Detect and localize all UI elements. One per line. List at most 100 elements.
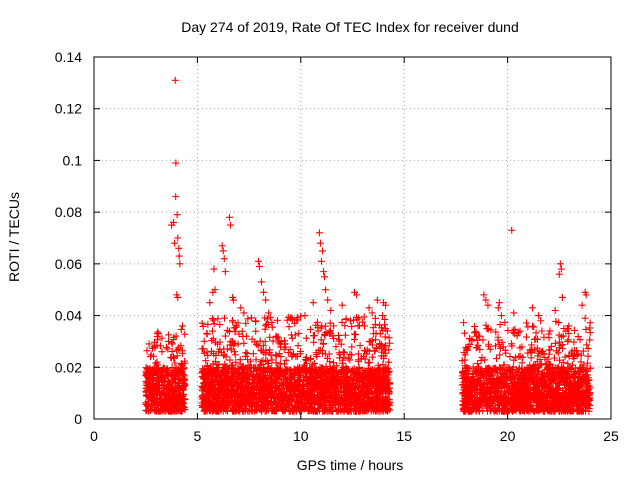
- roti-point: [583, 341, 591, 349]
- roti-point: [319, 364, 327, 372]
- roti-point: [165, 331, 173, 339]
- roti-point: [171, 359, 179, 367]
- roti-point: [206, 299, 214, 307]
- roti-point: [175, 244, 183, 252]
- roti-point: [176, 260, 184, 268]
- roti-point: [147, 400, 155, 408]
- roti-point: [315, 229, 323, 237]
- roti-point: [309, 332, 317, 340]
- roti-point: [143, 385, 151, 393]
- roti-point: [256, 361, 264, 369]
- roti-point: [254, 257, 262, 265]
- roti-point: [586, 336, 594, 344]
- roti-point: [532, 335, 540, 343]
- roti-point: [474, 360, 482, 368]
- roti-point: [344, 354, 352, 362]
- roti-point: [203, 348, 211, 356]
- roti-point: [230, 348, 238, 356]
- roti-point: [179, 322, 187, 330]
- roti-point: [486, 345, 494, 353]
- roti-point: [172, 193, 180, 201]
- roti-point: [179, 376, 187, 384]
- roti-point: [317, 257, 325, 265]
- roti-point: [252, 356, 260, 364]
- roti-point: [546, 327, 554, 335]
- roti-point: [379, 360, 387, 368]
- roti-point: [291, 331, 299, 339]
- roti-point: [214, 315, 222, 323]
- roti-point: [218, 242, 226, 250]
- roti-point: [199, 322, 207, 330]
- roti-point: [229, 361, 237, 369]
- roti-point: [153, 406, 161, 414]
- y-axis-label: ROTI / TECUs: [6, 192, 22, 282]
- roti-point: [360, 313, 368, 321]
- roti-point: [262, 347, 270, 355]
- roti-point: [238, 327, 246, 335]
- y-tick-label: 0.12: [55, 101, 82, 117]
- roti-point: [354, 322, 362, 330]
- roti-point: [164, 345, 172, 353]
- roti-point: [310, 338, 318, 346]
- roti-point: [161, 392, 169, 400]
- roti-point: [162, 343, 170, 351]
- roti-point: [252, 327, 260, 335]
- roti-point: [268, 356, 276, 364]
- roti-point: [356, 342, 364, 350]
- roti-point: [146, 393, 154, 401]
- roti-point: [142, 406, 150, 414]
- roti-point: [350, 335, 358, 343]
- roti-point: [496, 351, 504, 359]
- roti-point: [372, 336, 380, 344]
- roti-point: [237, 304, 245, 312]
- roti-point: [348, 322, 356, 330]
- roti-point: [355, 314, 363, 322]
- roti-point: [461, 329, 469, 337]
- roti-point: [327, 306, 335, 314]
- roti-point: [153, 391, 161, 399]
- y-tick-label: 0.06: [55, 256, 82, 272]
- y-tick-label: 0.14: [55, 49, 82, 65]
- roti-point: [325, 350, 333, 358]
- roti-point: [163, 400, 171, 408]
- roti-point: [242, 332, 250, 340]
- roti-point: [342, 315, 350, 323]
- roti-point: [160, 391, 168, 399]
- roti-point: [273, 316, 281, 324]
- roti-point: [154, 336, 162, 344]
- roti-point: [181, 330, 189, 338]
- roti-point: [495, 299, 503, 307]
- roti-point: [379, 326, 387, 334]
- roti-point: [170, 354, 178, 362]
- roti-point: [561, 353, 569, 361]
- roti-point: [506, 353, 514, 361]
- roti-point: [322, 286, 330, 294]
- roti-point: [538, 327, 546, 335]
- y-tick-label: 0: [74, 411, 82, 427]
- roti-point: [371, 314, 379, 322]
- roti-point: [157, 375, 165, 383]
- roti-point: [176, 364, 184, 372]
- roti-point: [348, 351, 356, 359]
- roti-point: [148, 367, 156, 375]
- roti-point: [471, 323, 479, 331]
- roti-point: [156, 342, 164, 350]
- roti-point: [258, 278, 266, 286]
- chart-title: Day 274 of 2019, Rate Of TEC Index for r…: [181, 19, 518, 35]
- roti-point: [528, 304, 536, 312]
- x-axis-label: GPS time / hours: [297, 457, 404, 473]
- roti-point: [508, 226, 516, 234]
- roti-point: [574, 333, 582, 341]
- roti-point: [175, 252, 183, 260]
- roti-point: [479, 336, 487, 344]
- roti-point: [177, 325, 185, 333]
- roti-point: [200, 337, 208, 345]
- roti-point: [316, 239, 324, 247]
- roti-point: [175, 380, 183, 388]
- roti-point: [170, 333, 178, 341]
- roti-point: [160, 384, 168, 392]
- roti-point: [497, 312, 505, 320]
- roti-point: [361, 322, 369, 330]
- roti-point: [242, 319, 250, 327]
